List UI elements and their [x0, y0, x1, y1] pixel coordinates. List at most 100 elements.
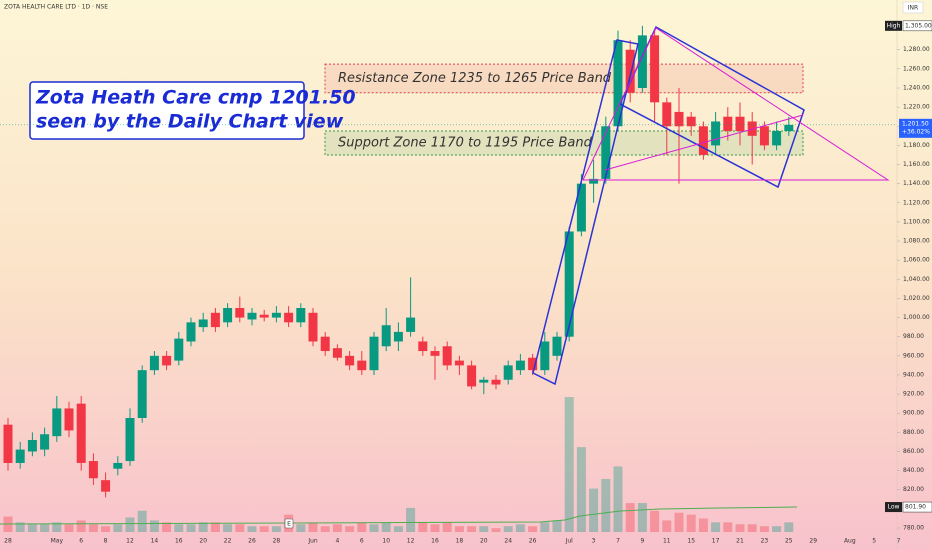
- price-zone: [324, 63, 804, 94]
- price-tag-box: [902, 501, 932, 513]
- volume-bar: [149, 520, 159, 532]
- x-tick-label: 12: [126, 538, 134, 545]
- y-tick-label: 1,280.00: [903, 46, 930, 53]
- price-tag-name: Low: [888, 504, 900, 511]
- volume-bar: [357, 522, 367, 532]
- volume-bar: [406, 507, 416, 532]
- volume-bar: [454, 526, 464, 532]
- candle-body: [784, 124, 794, 132]
- x-tick-label: 20: [480, 538, 488, 545]
- x-tick-label: May: [51, 538, 64, 545]
- y-tick-label: 1,180.00: [903, 142, 930, 149]
- volume-bar: [759, 526, 769, 532]
- volume-bar: [137, 510, 147, 532]
- candle-body: [320, 336, 330, 352]
- volume-bar: [52, 522, 62, 532]
- volume-bar: [479, 526, 489, 532]
- volume-bar: [698, 518, 708, 532]
- candle-body: [76, 403, 86, 463]
- volume-bar: [271, 526, 281, 532]
- y-tick-label: 1,020.00: [903, 295, 930, 302]
- candle-body: [284, 312, 294, 323]
- candle-body: [625, 49, 635, 93]
- price-tag-box: [902, 20, 932, 32]
- candle-body: [393, 331, 403, 342]
- candle-body: [259, 314, 269, 318]
- volume-bar: [576, 447, 586, 532]
- volume-bar: [223, 524, 233, 532]
- y-tick-label: 860.00: [903, 448, 924, 455]
- candle-body: [113, 462, 123, 469]
- x-tick-label: 6: [79, 538, 83, 545]
- x-tick-label: 22: [224, 538, 232, 545]
- zone-label: Support Zone 1170 to 1195 Price Band: [338, 136, 593, 151]
- candle-body: [759, 126, 769, 146]
- y-tick-label: 1,040.00: [903, 276, 930, 283]
- candle-body: [454, 360, 464, 366]
- triangle-pattern: [582, 27, 890, 181]
- volume-bar: [686, 514, 696, 532]
- volume-bar: [235, 524, 245, 532]
- volume-bar: [101, 526, 111, 532]
- y-tick-label: 880.00: [903, 429, 924, 436]
- y-tick-label: 940.00: [903, 371, 924, 378]
- zone-label: Resistance Zone 1235 to 1265 Price Band: [338, 71, 612, 86]
- volume-bar: [552, 520, 562, 532]
- candle-body: [601, 126, 611, 179]
- volume-bar: [723, 522, 733, 532]
- volume-bar: [320, 526, 330, 532]
- candle-body: [235, 308, 245, 318]
- y-tick-label: 960.00: [903, 352, 924, 359]
- x-tick-label: 12: [407, 538, 415, 545]
- y-tick-label: 980.00: [903, 333, 924, 340]
- candle-body: [210, 312, 220, 328]
- candle-body: [711, 121, 721, 146]
- volume-bar: [503, 526, 513, 532]
- x-tick-label: 16: [175, 538, 183, 545]
- last-price: 1,201.50: [902, 120, 929, 127]
- candle-body: [125, 418, 135, 462]
- price-tag-name-box: [885, 20, 902, 31]
- candle-body: [186, 322, 196, 342]
- volume-bar: [515, 524, 525, 532]
- x-tick-label: 8: [104, 538, 108, 545]
- volume-bar: [467, 526, 477, 532]
- candle-body: [40, 434, 50, 450]
- x-tick-label: Jun: [307, 538, 318, 545]
- candle-body: [271, 312, 281, 318]
- volume-bar: [674, 512, 684, 532]
- volume-bar: [296, 524, 306, 532]
- axes: 780.00 820.00 840.00 860.00 880.00 900.00 920.…: [0, 20, 932, 545]
- x-tick-label: 28: [4, 538, 12, 545]
- candle-body: [552, 336, 562, 356]
- volume-bar: [650, 510, 660, 532]
- volume-bar: [162, 522, 172, 532]
- candle-body: [357, 360, 367, 371]
- candle-body: [430, 351, 440, 356]
- x-tick-label: 17: [712, 538, 720, 545]
- last-price-box: [899, 118, 932, 138]
- volume-bar: [711, 522, 721, 532]
- x-tick-label: 7: [616, 538, 620, 545]
- candle-body: [479, 379, 489, 383]
- candle-body: [442, 346, 452, 366]
- price-change: +36.02%: [902, 128, 930, 135]
- y-tick-label: 1,060.00: [903, 257, 930, 264]
- y-tick-label: 1,260.00: [903, 65, 930, 72]
- x-tick-label: Aug: [844, 538, 856, 545]
- y-tick-label: 1,120.00: [903, 199, 930, 206]
- x-tick-label: 7: [897, 538, 901, 545]
- volume-bar: [625, 503, 635, 532]
- y-tick-label: 1,000.00: [903, 314, 930, 321]
- y-tick-label: 1,220.00: [903, 104, 930, 111]
- volume-bar: [186, 524, 196, 532]
- candle-body: [381, 325, 391, 347]
- volume-bar: [345, 526, 355, 532]
- candle-body: [64, 408, 74, 431]
- volume-bar: [528, 526, 538, 532]
- x-tick-label: 24: [504, 538, 512, 545]
- volume-bar: [381, 522, 391, 532]
- x-tick-label: 6: [360, 538, 364, 545]
- volume-bar: [198, 522, 208, 532]
